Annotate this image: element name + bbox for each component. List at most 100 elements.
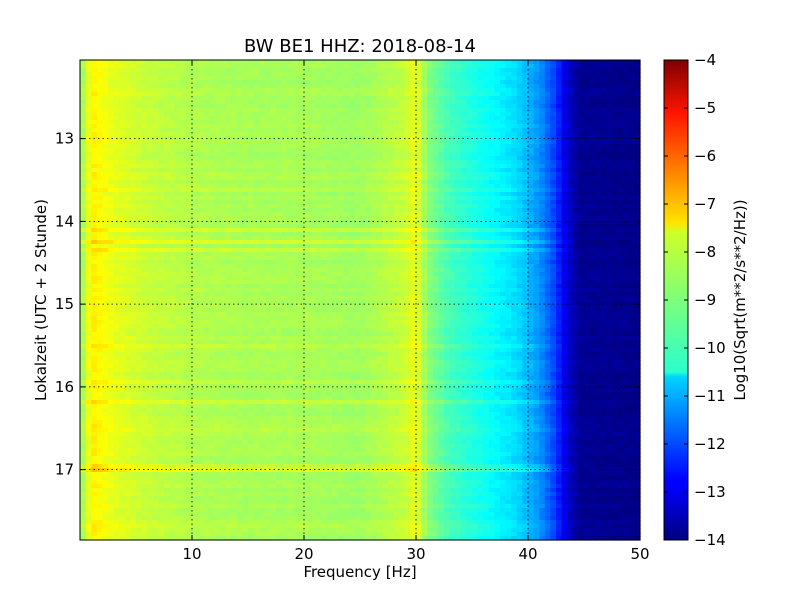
heatmap-cell (600, 120, 607, 125)
heatmap-cell (416, 72, 423, 77)
heatmap-cell (309, 148, 316, 153)
heatmap-cell (612, 152, 619, 157)
heatmap-cell (561, 60, 568, 65)
heatmap-cell (488, 72, 495, 77)
heatmap-cell (365, 132, 372, 137)
heatmap-cell (612, 220, 619, 225)
heatmap-cell (612, 140, 619, 145)
heatmap-cell (102, 120, 109, 125)
heatmap-cell (287, 88, 294, 93)
heatmap-cell (388, 244, 395, 249)
heatmap-cell (298, 256, 305, 261)
heatmap-cell (589, 244, 596, 249)
heatmap-cell (332, 232, 339, 237)
heatmap-cell (360, 180, 367, 185)
heatmap-cell (432, 124, 439, 129)
heatmap-cell (516, 204, 523, 209)
heatmap-cell (365, 164, 372, 169)
heatmap-cell (438, 72, 445, 77)
heatmap-cell (80, 216, 87, 221)
heatmap-cell (164, 60, 171, 65)
heatmap-cell (248, 156, 255, 161)
heatmap-cell (522, 80, 529, 85)
heatmap-cell (270, 196, 277, 201)
heatmap-cell (449, 196, 456, 201)
heatmap-cell (102, 144, 109, 149)
heatmap-cell (477, 140, 484, 145)
heatmap-cell (242, 96, 249, 101)
heatmap-cell (612, 236, 619, 241)
heatmap-cell (584, 68, 591, 73)
heatmap-cell (550, 240, 557, 245)
heatmap-cell (337, 228, 344, 233)
heatmap-cell (147, 180, 154, 185)
heatmap-cell (192, 100, 199, 105)
heatmap-cell (287, 64, 294, 69)
heatmap-cell (337, 136, 344, 141)
heatmap-cell (113, 144, 120, 149)
heatmap-cell (119, 168, 126, 173)
heatmap-cell (309, 68, 316, 73)
heatmap-cell (455, 116, 462, 121)
heatmap-cell (438, 160, 445, 165)
heatmap-cell (259, 112, 266, 117)
heatmap-cell (169, 76, 176, 81)
heatmap-cell (192, 88, 199, 93)
heatmap-cell (404, 140, 411, 145)
heatmap-cell (264, 204, 271, 209)
heatmap-cell (449, 128, 456, 133)
heatmap-cell (416, 236, 423, 241)
heatmap-cell (96, 60, 103, 65)
heatmap-cell (371, 60, 378, 65)
heatmap-cell (477, 236, 484, 241)
heatmap-cell (326, 152, 333, 157)
heatmap-cell (108, 156, 115, 161)
heatmap-cell (578, 196, 585, 201)
heatmap-cell (197, 84, 204, 89)
heatmap-cell (522, 68, 529, 73)
heatmap-cell (382, 196, 389, 201)
heatmap-cell (595, 172, 602, 177)
heatmap-cell (432, 240, 439, 245)
heatmap-cell (242, 160, 249, 165)
heatmap-cell (253, 64, 260, 69)
heatmap-cell (214, 124, 221, 129)
heatmap-cell (96, 216, 103, 221)
heatmap-cell (522, 256, 529, 261)
heatmap-cell (483, 84, 490, 89)
heatmap-cell (404, 148, 411, 153)
heatmap-cell (488, 104, 495, 109)
heatmap-cell (220, 228, 227, 233)
heatmap-cell (466, 120, 473, 125)
heatmap-cell (287, 128, 294, 133)
heatmap-cell (578, 192, 585, 197)
heatmap-cell (399, 88, 406, 93)
heatmap-cell (399, 140, 406, 145)
heatmap-cell (96, 104, 103, 109)
heatmap-cell (108, 172, 115, 177)
heatmap-cell (488, 180, 495, 185)
heatmap-cell (343, 228, 350, 233)
heatmap-cell (494, 168, 501, 173)
heatmap-cell (600, 208, 607, 213)
heatmap-cell (281, 164, 288, 169)
heatmap-cell (220, 192, 227, 197)
heatmap-cell (231, 116, 238, 121)
heatmap-cell (427, 96, 434, 101)
heatmap-cell (432, 92, 439, 97)
heatmap-cell (119, 144, 126, 149)
heatmap-cell (628, 72, 635, 77)
heatmap-cell (354, 124, 361, 129)
heatmap-cell (623, 172, 630, 177)
heatmap-cell (371, 152, 378, 157)
heatmap-cell (505, 244, 512, 249)
heatmap-cell (287, 200, 294, 205)
heatmap-cell (617, 156, 624, 161)
heatmap-cell (343, 68, 350, 73)
heatmap-cell (561, 168, 568, 173)
heatmap-cell (376, 232, 383, 237)
heatmap-cell (600, 164, 607, 169)
heatmap-cell (180, 128, 187, 133)
heatmap-cell (141, 60, 148, 65)
heatmap-cell (348, 200, 355, 205)
